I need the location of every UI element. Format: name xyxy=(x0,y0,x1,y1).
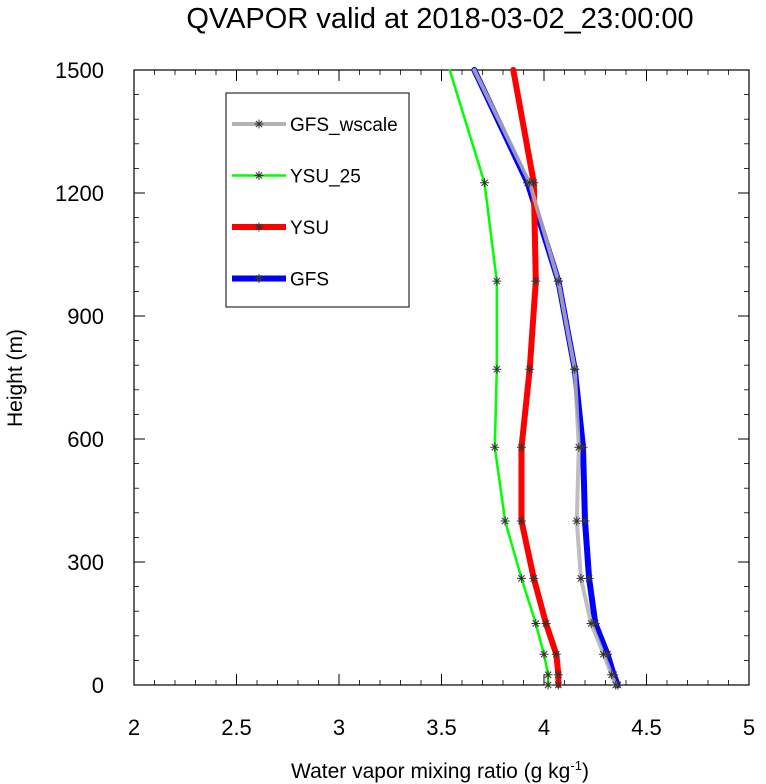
data-point xyxy=(541,619,551,628)
y-tick-label: 0 xyxy=(92,673,104,698)
legend-marker xyxy=(254,171,264,180)
data-point xyxy=(607,670,617,680)
y-tick-label: 300 xyxy=(67,550,104,575)
x-tick-label: 4.5 xyxy=(631,715,662,740)
x-tick-label: 2 xyxy=(128,715,140,740)
legend-marker xyxy=(254,222,264,232)
legend-label: YSU_25 xyxy=(290,167,361,188)
y-tick-label: 1200 xyxy=(55,181,104,206)
data-point xyxy=(516,516,526,526)
x-tick-label: 3.5 xyxy=(426,715,457,740)
x-tick-label: 2.5 xyxy=(221,715,252,740)
legend-label: GFS_wscale xyxy=(290,115,398,136)
data-point xyxy=(525,364,535,374)
legend-label: GFS xyxy=(290,270,329,291)
data-point xyxy=(516,442,526,452)
legend-label: YSU xyxy=(290,218,329,239)
data-point xyxy=(586,619,596,628)
y-axis-label: Height (m) xyxy=(4,329,27,427)
series-ysu-25 xyxy=(448,68,553,690)
data-point xyxy=(492,276,502,286)
legend-box xyxy=(225,92,410,308)
data-point xyxy=(531,619,541,628)
x-tick-label: 3 xyxy=(333,715,345,740)
data-point xyxy=(570,364,580,374)
data-point xyxy=(500,516,510,526)
data-point xyxy=(553,680,563,690)
y-tick-label: 900 xyxy=(67,304,104,329)
data-point xyxy=(598,649,608,659)
x-tick-label: 4 xyxy=(538,715,550,740)
legend: GFS_wscale YSU_25 YSU GFS xyxy=(225,92,410,308)
data-point xyxy=(551,649,561,659)
x-axis-label: Water vapor mixing ratio (g kg-1) xyxy=(291,758,589,783)
chart-title: QVAPOR valid at 2018-03-02_23:00:00 xyxy=(186,3,693,35)
data-point xyxy=(492,364,502,374)
data-point xyxy=(480,178,490,188)
data-point xyxy=(529,573,539,583)
legend-marker xyxy=(254,119,264,129)
data-point xyxy=(574,442,584,452)
data-point xyxy=(539,649,549,659)
series-line xyxy=(448,68,550,687)
data-point xyxy=(490,442,500,452)
data-point xyxy=(553,670,563,680)
data-point xyxy=(576,573,586,583)
data-point xyxy=(553,276,563,286)
data-point xyxy=(543,680,553,690)
data-point xyxy=(572,516,582,526)
x-tick-label: 5 xyxy=(743,715,755,740)
series-gfs-wscale xyxy=(472,68,621,690)
y-tick-label: 600 xyxy=(67,427,104,452)
data-point xyxy=(580,516,590,526)
y-tick-label: 1500 xyxy=(55,58,104,83)
data-point xyxy=(516,573,526,583)
data-point xyxy=(543,670,553,680)
data-point xyxy=(611,680,621,690)
legend-marker xyxy=(254,274,264,283)
data-point xyxy=(531,276,541,286)
data-point xyxy=(525,178,535,188)
data-point xyxy=(584,573,594,583)
